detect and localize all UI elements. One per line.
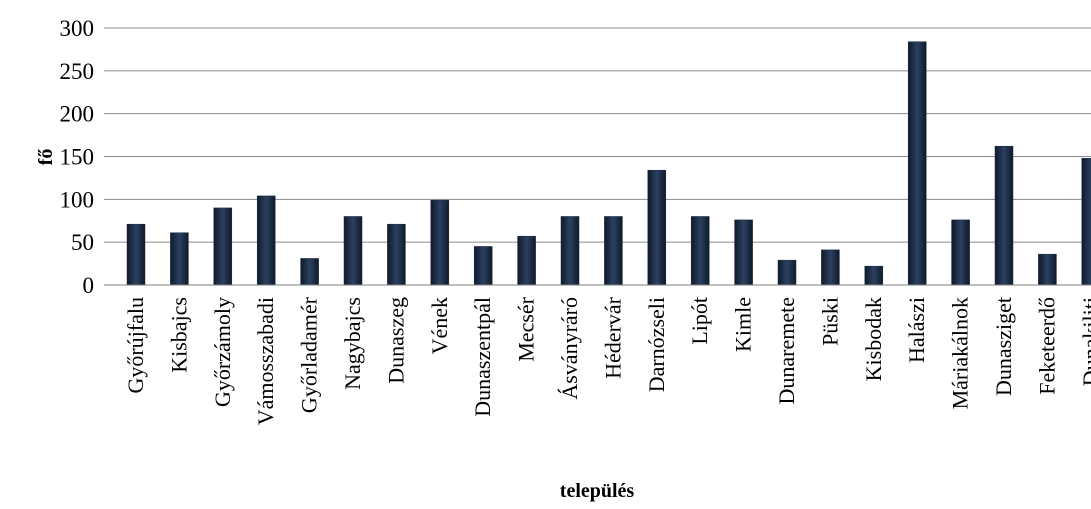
bar: [734, 219, 753, 286]
bar: [821, 249, 840, 286]
y-axis-ticks: 0 50 100 150 200 250 300: [60, 16, 95, 298]
y-tick-label: 0: [83, 273, 95, 298]
x-tick-label: Kisbajcs: [166, 297, 191, 373]
x-tick-label: Máriakálnok: [948, 297, 973, 409]
bar: [517, 235, 536, 286]
bar: [777, 259, 797, 286]
bar: [473, 246, 493, 286]
x-tick-label: Ásványráró: [557, 297, 582, 400]
y-tick-label: 50: [71, 230, 94, 255]
bar: [256, 195, 276, 286]
x-tick-label: Hédervár: [600, 296, 625, 379]
x-axis-title: település: [560, 480, 635, 502]
y-axis-title: fő: [35, 149, 57, 166]
x-tick-label: Kisbodak: [861, 297, 886, 381]
y-tick-label: 200: [60, 102, 95, 127]
x-tick-label: Püski: [817, 297, 842, 346]
bar: [430, 199, 450, 286]
bar: [1081, 157, 1091, 286]
x-tick-label: Vének: [427, 297, 452, 354]
x-tick-label: Halászi: [904, 297, 929, 363]
bars: [126, 41, 1091, 286]
bar: [300, 258, 319, 286]
x-tick-label: Kimle: [731, 297, 756, 352]
y-tick-label: 150: [60, 145, 95, 170]
bar: [213, 207, 233, 286]
bar: [343, 216, 363, 286]
bar: [864, 265, 884, 286]
x-tick-label: Dunakiliti: [1078, 297, 1091, 386]
x-tick-label: Dunasziget: [991, 297, 1016, 396]
x-tick-label: Győrladamér: [297, 296, 322, 413]
x-tick-label: Lipót: [687, 297, 712, 345]
bar: [690, 216, 710, 286]
gridlines: [104, 27, 1091, 243]
y-tick-label: 100: [60, 187, 95, 212]
bar: [647, 169, 667, 286]
x-tick-label: Dunaszeg: [383, 297, 408, 384]
bar: [907, 41, 927, 286]
bar: [604, 216, 623, 286]
bar: [387, 223, 406, 286]
bar: [994, 145, 1014, 286]
bar: [1038, 253, 1057, 286]
bar: [951, 219, 970, 286]
y-tick-label: 250: [60, 59, 95, 84]
x-tick-label: Feketeerdő: [1034, 297, 1059, 395]
y-tick-label: 300: [60, 16, 95, 41]
x-tick-label: Vámosszabadi: [253, 297, 278, 425]
bar: [560, 216, 580, 286]
x-tick-label: Győrújfalu: [123, 297, 148, 394]
x-axis-category-labels: Győrújfalu Kisbajcs Győrzámoly Vámosszabadi…: [123, 296, 1091, 425]
x-tick-label: Darnózseli: [644, 297, 669, 392]
x-tick-label: Dunaszentpál: [470, 297, 495, 417]
bar: [126, 223, 146, 286]
x-tick-label: Dunaremete: [774, 297, 799, 405]
bar: [170, 232, 189, 286]
x-tick-label: Nagybajcs: [340, 297, 365, 390]
x-tick-label: Győrzámoly: [210, 297, 235, 407]
x-tick-label: Mecsér: [514, 296, 539, 361]
